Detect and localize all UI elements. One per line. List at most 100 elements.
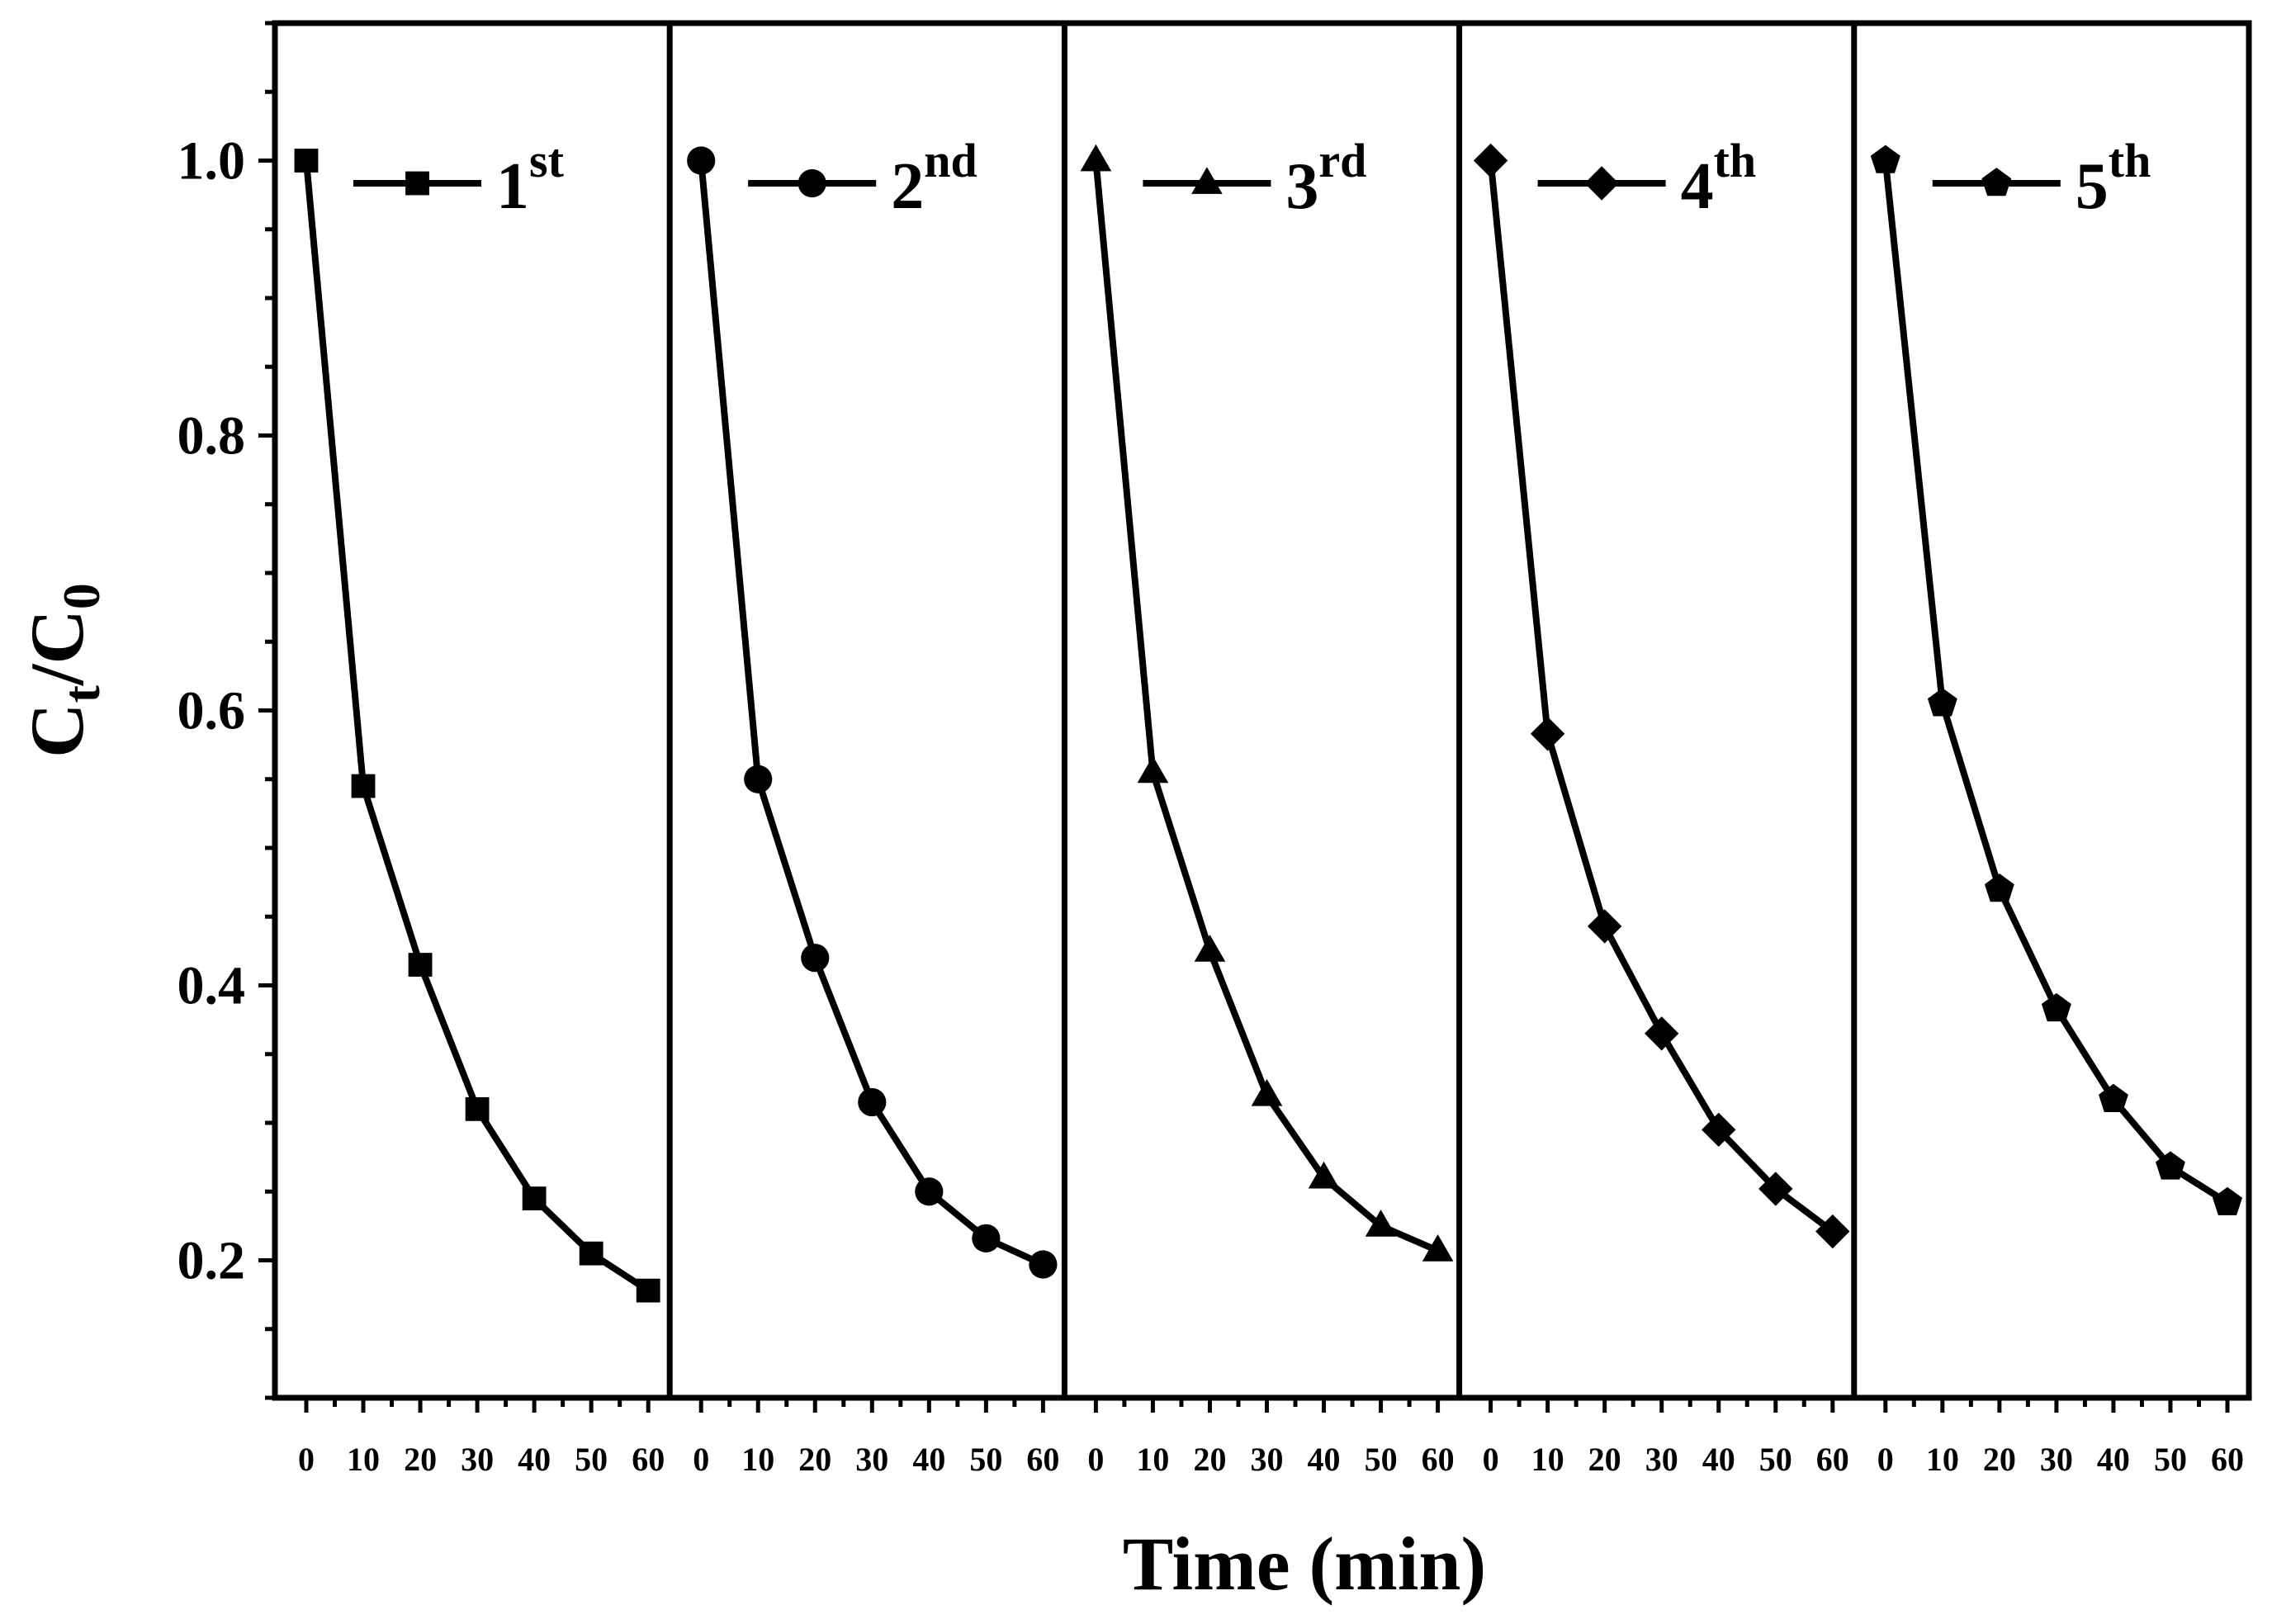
x-tick-label: 0	[693, 1441, 709, 1478]
data-point	[1137, 755, 1169, 784]
data-point	[1927, 688, 1957, 717]
data-point	[2041, 992, 2071, 1022]
x-tick-label: 40	[1702, 1441, 1735, 1478]
data-point	[351, 774, 376, 798]
legend-label-suffix: th	[2109, 134, 2151, 187]
x-tick-label: 40	[1308, 1441, 1341, 1478]
y-tick-label: 0.2	[178, 1231, 246, 1291]
x-tick-label: 60	[632, 1441, 665, 1478]
data-point	[1702, 1112, 1736, 1148]
y-tick-label: 0.6	[178, 681, 246, 741]
x-tick-label: 10	[347, 1441, 380, 1478]
data-point	[1029, 1250, 1058, 1279]
data-point	[744, 765, 773, 793]
data-point	[915, 1177, 944, 1206]
data-point	[1984, 874, 2014, 902]
data-point	[801, 944, 830, 973]
data-point	[294, 149, 319, 173]
x-tick-label: 50	[575, 1441, 608, 1478]
x-tick-label: 60	[2211, 1441, 2244, 1478]
x-tick-label: 0	[298, 1441, 315, 1478]
legend-label-suffix: st	[529, 134, 565, 187]
x-tick-label: 50	[969, 1441, 1002, 1478]
legend-label-suffix: nd	[924, 134, 977, 187]
data-point	[1251, 1078, 1283, 1106]
legend-label-number: 4	[1681, 150, 1714, 223]
data-point	[1530, 717, 1565, 751]
y-tick-label: 0.8	[178, 406, 246, 466]
x-tick-label: 20	[404, 1441, 437, 1478]
x-tick-label: 30	[855, 1441, 888, 1478]
data-point	[636, 1278, 660, 1303]
x-tick-label: 10	[1926, 1441, 1959, 1478]
legend-marker	[1981, 168, 2012, 196]
data-point	[1870, 144, 1900, 173]
x-tick-label: 30	[461, 1441, 494, 1478]
x-tick-label: 30	[1645, 1441, 1678, 1478]
x-tick-label: 30	[1251, 1441, 1284, 1478]
x-tick-label: 0	[1087, 1441, 1104, 1478]
legend-label: 4th	[1681, 134, 1757, 223]
legend-label-suffix: th	[1714, 134, 1757, 187]
x-tick-label: 10	[1531, 1441, 1564, 1478]
x-tick-label: 20	[798, 1441, 831, 1478]
x-tick-label: 30	[2040, 1441, 2073, 1478]
x-tick-label: 10	[741, 1441, 774, 1478]
data-point	[1815, 1214, 1850, 1249]
x-tick-label: 0	[1877, 1441, 1894, 1478]
x-tick-label: 20	[1588, 1441, 1621, 1478]
data-point	[972, 1224, 1001, 1252]
x-tick-label: 40	[912, 1441, 945, 1478]
data-point	[1473, 143, 1508, 178]
data-point	[1365, 1210, 1397, 1237]
legend-label-number: 3	[1285, 150, 1318, 223]
data-point	[687, 146, 716, 175]
legend-label-number: 2	[891, 150, 924, 223]
data-point	[2099, 1083, 2128, 1112]
data-point	[465, 1096, 490, 1121]
legend-label: 2nd	[891, 134, 977, 223]
data-point	[1308, 1161, 1340, 1189]
x-tick-label: 60	[1026, 1441, 1059, 1478]
x-tick-label: 50	[2154, 1441, 2187, 1478]
x-tick-label: 60	[1816, 1441, 1849, 1478]
x-tick-label: 50	[1365, 1441, 1398, 1478]
y-axis-title: Ct/C0	[15, 583, 111, 758]
x-tick-label: 50	[1759, 1441, 1792, 1478]
y-axis-title-sub-0: 0	[52, 583, 111, 609]
y-axis-title-mid: /C	[15, 609, 99, 686]
data-point	[408, 953, 433, 977]
data-point	[858, 1087, 887, 1117]
data-point	[1422, 1234, 1454, 1262]
x-tick-label: 60	[1422, 1441, 1455, 1478]
x-axis-title: Time (min)	[1123, 1522, 1486, 1606]
legend-label: 1st	[496, 134, 565, 223]
data-point	[1587, 909, 1622, 944]
x-tick-label: 10	[1136, 1441, 1169, 1478]
legend-label: 3rd	[1285, 134, 1366, 223]
y-axis-title-main: C	[15, 703, 99, 757]
series-line	[303, 160, 651, 1294]
x-tick-label: 40	[2097, 1441, 2130, 1478]
series-line	[1487, 160, 1835, 1234]
x-tick-label: 20	[1193, 1441, 1226, 1478]
data-point	[1080, 144, 1112, 172]
legend-marker	[405, 171, 429, 196]
legend-marker	[798, 168, 826, 198]
legend-marker	[1191, 167, 1223, 194]
y-axis-title-sub-t: t	[52, 684, 111, 703]
data-point	[1645, 1016, 1679, 1051]
data-point	[1758, 1172, 1793, 1206]
data-point	[522, 1186, 547, 1210]
legend-label-number: 5	[2076, 150, 2109, 223]
series-line	[1882, 160, 2230, 1205]
data-point	[1194, 935, 1226, 962]
legend-label-suffix: rd	[1318, 134, 1366, 187]
legend-label-number: 1	[496, 150, 529, 223]
y-tick-label: 1.0	[178, 131, 246, 192]
y-tick-label: 0.4	[178, 956, 246, 1016]
legend-label: 5th	[2076, 134, 2151, 223]
data-point	[579, 1241, 604, 1266]
